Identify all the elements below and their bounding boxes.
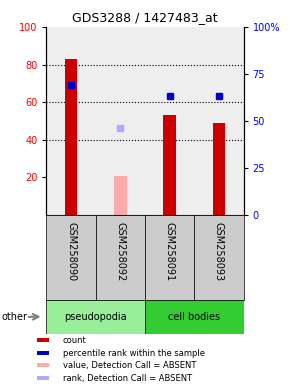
Text: GSM258093: GSM258093 — [214, 222, 224, 281]
Bar — [46, 215, 96, 300]
Text: GSM258092: GSM258092 — [115, 222, 125, 281]
Text: count: count — [63, 336, 87, 344]
Bar — [46, 300, 145, 334]
Bar — [65, 59, 77, 215]
Bar — [145, 300, 244, 334]
Text: value, Detection Call = ABSENT: value, Detection Call = ABSENT — [63, 361, 196, 369]
Bar — [114, 175, 126, 215]
Bar — [145, 215, 194, 300]
Text: other: other — [1, 312, 28, 322]
Text: cell bodies: cell bodies — [168, 312, 220, 322]
Text: GSM258091: GSM258091 — [165, 222, 175, 281]
Text: pseudopodia: pseudopodia — [64, 312, 127, 322]
Bar — [96, 215, 145, 300]
Title: GDS3288 / 1427483_at: GDS3288 / 1427483_at — [72, 11, 218, 24]
Bar — [213, 123, 225, 215]
Text: percentile rank within the sample: percentile rank within the sample — [63, 349, 205, 358]
Bar — [37, 338, 50, 342]
Bar — [194, 215, 244, 300]
Bar — [37, 363, 50, 367]
Text: GSM258090: GSM258090 — [66, 222, 76, 281]
Text: rank, Detection Call = ABSENT: rank, Detection Call = ABSENT — [63, 374, 192, 382]
Bar — [37, 351, 50, 355]
Bar — [37, 376, 50, 380]
Bar — [164, 115, 176, 215]
